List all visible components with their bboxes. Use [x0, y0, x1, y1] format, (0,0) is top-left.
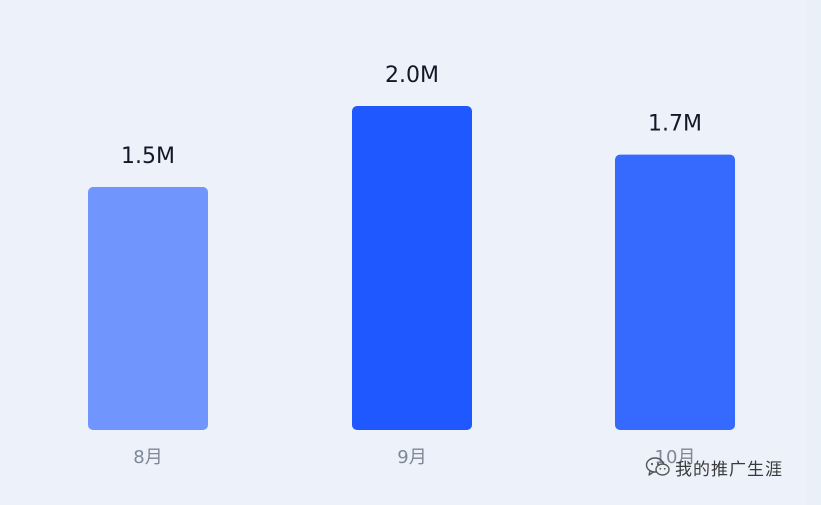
- bar-0: [88, 187, 208, 430]
- category-label-1: 9月: [397, 447, 426, 468]
- value-label-2: 1.7M: [648, 112, 702, 137]
- value-label-1: 2.0M: [385, 63, 439, 88]
- bar-2: [615, 154, 735, 430]
- wechat-icon: [645, 457, 670, 476]
- value-label-0: 1.5M: [121, 144, 175, 169]
- watermark-text: 我的推广生涯: [675, 459, 783, 480]
- category-label-0: 8月: [133, 447, 162, 468]
- watermark: 我的推广生涯: [645, 452, 783, 482]
- bar-1: [352, 106, 472, 430]
- category-label-2: 10月: [655, 447, 696, 468]
